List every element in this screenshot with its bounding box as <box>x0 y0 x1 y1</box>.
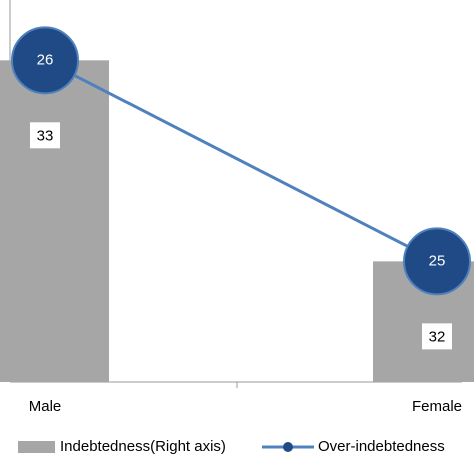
legend-swatch <box>283 442 293 452</box>
value-label-box <box>30 122 60 149</box>
bar <box>0 60 109 382</box>
line <box>44 58 438 263</box>
value-label: 25 <box>429 252 446 269</box>
x-tick-label: Female <box>412 398 462 415</box>
value-label: 26 <box>37 51 54 68</box>
value-label: 33 <box>37 127 54 144</box>
legend-label: Over-indebtedness <box>318 438 445 455</box>
marker <box>11 26 79 95</box>
value-label-box <box>422 323 452 350</box>
legend-swatch <box>18 441 55 453</box>
marker <box>403 227 471 296</box>
legend-label: Indebtedness(Right axis) <box>60 438 226 455</box>
x-tick-label: Male <box>29 398 62 415</box>
value-label: 32 <box>429 328 446 345</box>
